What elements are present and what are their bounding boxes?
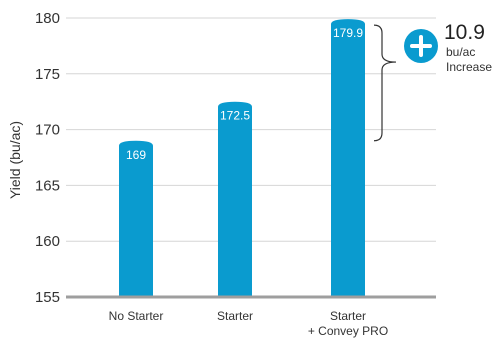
increase-annotation: 10.9 bu/ac Increase [373,21,492,142]
y-tick-label: 175 [35,66,60,83]
x-category-label: Starter [330,309,366,323]
y-axis-label: Yield (bu/ac) [7,121,23,199]
plus-icon [410,35,432,57]
y-tick-label: 155 [35,289,60,306]
increase-label: Increase [446,60,492,74]
bar [218,101,252,297]
y-tick-label: 170 [35,122,60,139]
bar [119,140,153,297]
x-category-label: + Convey PRO [308,324,388,338]
y-axis-ticks: 155 160 165 170 175 180 [35,10,60,306]
increase-unit: bu/ac [446,45,475,59]
bar [331,19,365,298]
bar-value-label: 172.5 [220,109,250,123]
y-tick-label: 180 [35,10,60,27]
increase-bracket [373,24,397,142]
y-tick-label: 160 [35,233,60,250]
x-axis-categories: No Starter Starter Starter+ Convey PRO [109,309,389,338]
x-category-label: Starter [217,309,253,323]
bars: 169 172.5 179.9 [119,19,365,298]
increase-value: 10.9 [444,21,485,44]
bar-value-label: 169 [126,148,146,162]
bar-value-label: 179.9 [333,26,363,40]
y-tick-label: 165 [35,177,60,194]
x-category-label: No Starter [109,309,164,323]
